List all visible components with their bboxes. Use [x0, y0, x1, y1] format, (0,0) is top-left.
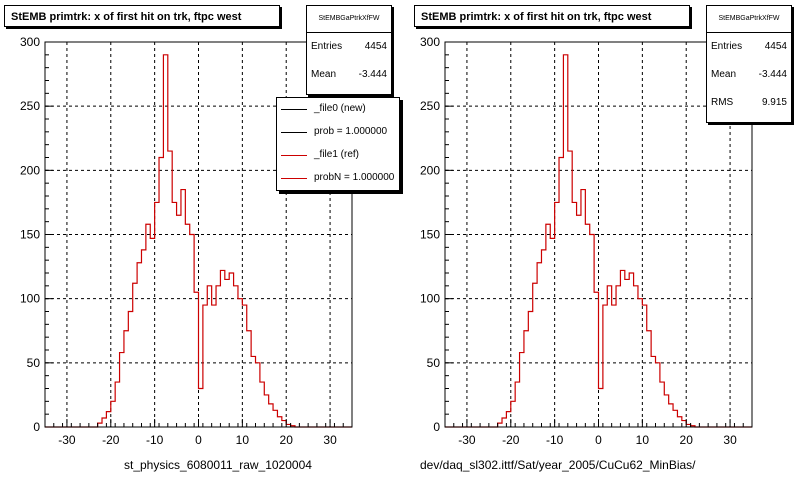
x-tick-label: -30 — [458, 433, 476, 447]
x-tick-label: 20 — [280, 433, 294, 447]
legend: _file0 (new) prob = 1.000000 _file1 (ref… — [276, 97, 400, 191]
stats-label: RMS — [711, 97, 734, 108]
stats-name: StEMBGaPtrkXfFW — [707, 6, 791, 33]
stats-row-mean: Mean -3.444 — [707, 61, 791, 89]
x-tick-label: -30 — [58, 433, 76, 447]
histogram-line — [45, 54, 352, 428]
legend-label: _file1 (ref) — [314, 149, 360, 160]
legend-line-prob — [281, 132, 307, 133]
x-axis-footer: dev/daq_sl302.ittf/Sat/year_2005/CuCu62_… — [420, 458, 696, 472]
x-tick-label: 30 — [323, 433, 337, 447]
y-tick-label: 0 — [33, 420, 40, 434]
y-tick-label: 300 — [20, 35, 40, 49]
legend-item-probn: probN = 1.000000 — [277, 167, 399, 190]
y-tick-label: 150 — [20, 228, 40, 242]
stats-value: -3.444 — [758, 69, 787, 80]
stats-value: -3.444 — [358, 69, 387, 80]
y-tick-label: 0 — [433, 420, 440, 434]
y-tick-label: 300 — [420, 35, 440, 49]
stats-row-entries: Entries 4454 — [307, 33, 391, 61]
legend-label: prob = 1.000000 — [314, 126, 388, 137]
histogram-panel-right: -30 -20 -10 0 10 20 30 0 50 100 150 200 250 300 StEMB… — [400, 0, 800, 480]
stats-row-rms: RMS 9.915 — [707, 89, 791, 117]
x-tick-label: 20 — [680, 433, 694, 447]
stats-label: Entries — [311, 41, 343, 52]
stats-label: Mean — [711, 69, 737, 80]
plot-title: StEMB primtrk: x of first hit on trk, ft… — [414, 5, 690, 27]
stats-row-entries: Entries 4454 — [707, 33, 791, 61]
x-axis-footer: st_physics_6080011_raw_1020004 — [124, 458, 312, 472]
x-tick-label: -20 — [502, 433, 520, 447]
x-tick-label: -10 — [546, 433, 564, 447]
legend-line-new — [281, 109, 307, 110]
y-tick-label: 200 — [420, 163, 440, 177]
y-tick-label: 50 — [427, 356, 441, 370]
stats-value: 4454 — [764, 41, 787, 52]
legend-item-ref: _file1 (ref) — [277, 144, 399, 167]
legend-label: _file0 (new) — [314, 103, 366, 114]
plot-title: StEMB primtrk: x of first hit on trk, ft… — [4, 5, 280, 27]
histogram-line — [445, 54, 752, 428]
y-tick-label: 250 — [420, 99, 440, 113]
x-tick-label: -10 — [146, 433, 164, 447]
x-tick-label: -20 — [102, 433, 120, 447]
x-tick-label: 10 — [636, 433, 650, 447]
x-tick-label: 0 — [195, 433, 202, 447]
x-tick-label: 30 — [723, 433, 737, 447]
y-tick-label: 50 — [27, 356, 41, 370]
y-tick-label: 100 — [20, 292, 40, 306]
stats-row-mean: Mean -3.444 — [307, 61, 391, 89]
stats-label: Entries — [711, 41, 743, 52]
legend-line-ref — [281, 155, 307, 156]
stats-name: StEMBGaPtrkXfFW — [307, 6, 391, 33]
stats-box: StEMBGaPtrkXfFW Entries 4454 Mean -3.444 — [306, 5, 392, 95]
y-tick-label: 150 — [420, 228, 440, 242]
y-tick-label: 250 — [20, 99, 40, 113]
stats-value: 9.915 — [761, 97, 787, 108]
x-tick-label: 0 — [595, 433, 602, 447]
stats-value: 4454 — [364, 41, 387, 52]
y-tick-label: 200 — [20, 163, 40, 177]
legend-label: probN = 1.000000 — [314, 172, 395, 183]
legend-item-prob: prob = 1.000000 — [277, 121, 399, 144]
stats-box: StEMBGaPtrkXfFW Entries 4454 Mean -3.444… — [706, 5, 792, 123]
histogram-panel-left: -30 -20 -10 0 10 20 30 0 50 100 150 200 250 300 StEMB… — [4, 5, 400, 472]
stats-label: Mean — [311, 69, 337, 80]
legend-line-probn — [281, 178, 307, 179]
x-tick-label: 10 — [236, 433, 250, 447]
legend-item-new: _file0 (new) — [277, 98, 399, 121]
y-tick-label: 100 — [420, 292, 440, 306]
